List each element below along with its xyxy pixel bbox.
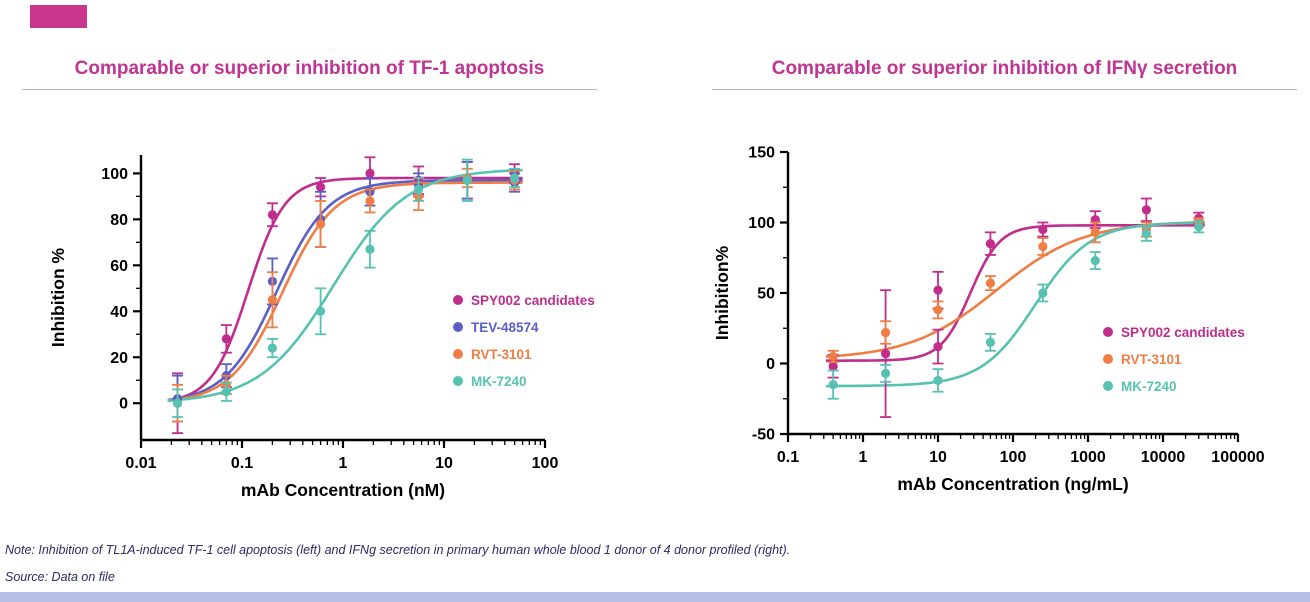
legend: SPY002 candidates RVT-3101 MK-7240 [1103, 325, 1245, 394]
legend-label: SPY002 candidates [471, 293, 595, 308]
chart-text: 80 [110, 212, 128, 229]
data-point [172, 398, 183, 408]
legend-label: SPY002 candidates [1121, 325, 1245, 340]
data-point [1141, 229, 1151, 239]
data-point [365, 168, 375, 178]
legend: SPY002 candidates TEV-48574 RVT-3101 MK-724… [453, 293, 595, 389]
data-point [828, 351, 838, 362]
ifng-secretion-chart: 0.1 1 10 100 1000 10000 100000 -50 0 50 100 150 mAb … [712, 145, 1265, 495]
legend-marker [1103, 381, 1113, 391]
chart-text: 100 [748, 215, 775, 232]
data-point [1038, 241, 1048, 252]
data-point [315, 219, 326, 229]
data-point [880, 327, 891, 338]
data-point [462, 175, 472, 185]
data-point [1090, 255, 1100, 266]
axes: 0.01 0.1 1 10 100 0 20 40 60 80 100 mAb Concentrati… [48, 155, 558, 500]
footer-bar [0, 592, 1310, 602]
tf1-apoptosis-chart: 0.01 0.1 1 10 100 0 20 40 60 80 100 mAb Concentrati… [48, 155, 595, 500]
data-point [933, 375, 943, 386]
data-point [315, 306, 326, 316]
data-point [985, 337, 996, 347]
fit-curve [825, 224, 1205, 362]
chart-text: 1 [339, 455, 348, 472]
chart-text: 10 [929, 449, 947, 466]
chart-text: 60 [110, 258, 128, 275]
data-point [221, 334, 231, 344]
chart-text: 0 [766, 356, 775, 373]
data-point [985, 239, 996, 249]
fit-curve [167, 179, 523, 402]
chart-text: 50 [757, 286, 775, 303]
data-point [880, 349, 891, 359]
fit-curve [167, 181, 523, 402]
data-point [221, 387, 231, 397]
chart-text: 0.1 [777, 449, 799, 466]
source-note: Source: Data on file [5, 570, 115, 584]
legend-label: RVT-3101 [1121, 352, 1182, 367]
data-point [880, 368, 891, 378]
right-chart-title: Comparable or superior inhibition of IFN… [712, 58, 1297, 90]
chart-text: 0.01 [125, 455, 156, 472]
x-axis-title: mAb Concentration (nM) [241, 480, 445, 500]
footnote: Note: Inhibition of TL1A-induced TF-1 ce… [5, 543, 791, 557]
legend-marker [453, 349, 463, 359]
legend-marker [453, 295, 463, 305]
series-points [172, 167, 521, 423]
legend-marker [453, 322, 463, 332]
data-point [933, 285, 943, 295]
x-axis-title: mAb Concentration (ng/mL) [897, 474, 1128, 494]
chart-text: 10000 [1141, 449, 1186, 466]
chart-text: 20 [110, 350, 128, 367]
data-point [365, 244, 375, 254]
chart-text: 40 [110, 304, 128, 321]
chart-text: 150 [748, 145, 775, 162]
chart-text: 1000 [1070, 449, 1106, 466]
data-point [1090, 227, 1100, 237]
fit-curve [825, 221, 1205, 388]
data-point [1038, 224, 1048, 235]
chart-text: 0.1 [231, 455, 253, 472]
chart-text: 1 [859, 449, 868, 466]
data-point [315, 182, 326, 192]
data-point [933, 305, 943, 315]
data-point [267, 295, 278, 305]
legend-marker [1103, 327, 1113, 337]
chart-text: 100 [101, 166, 128, 183]
slide-accent-bar [30, 5, 87, 28]
data-point [1038, 288, 1048, 298]
data-point [828, 380, 838, 390]
chart-text: 10 [435, 455, 453, 472]
chart-text: 100 [1000, 449, 1027, 466]
data-point [828, 361, 838, 371]
data-point [267, 210, 278, 220]
series-points [172, 158, 521, 418]
data-point [365, 196, 375, 206]
chart-text: 100 [532, 455, 559, 472]
data-point [1194, 222, 1204, 232]
data-point [1141, 205, 1151, 215]
data-point [933, 341, 943, 352]
legend-label: MK-7240 [471, 374, 527, 389]
fit-curve [167, 168, 523, 402]
data-point [509, 173, 520, 183]
axes: 0.1 1 10 100 1000 10000 100000 -50 0 50 100 150 mAb … [712, 145, 1265, 495]
fit-curve [167, 176, 523, 402]
chart-text: 100000 [1211, 449, 1264, 466]
data-point [985, 278, 996, 288]
series-points [827, 220, 1205, 400]
legend-label: RVT-3101 [471, 347, 532, 362]
data-point [413, 184, 424, 195]
legend-marker [453, 376, 463, 386]
left-chart-title: Comparable or superior inhibition of TF-… [22, 58, 597, 90]
data-point [267, 343, 278, 353]
chart-text: -50 [752, 427, 775, 444]
legend-marker [1103, 354, 1113, 364]
y-axis-title: Inhibition% [712, 245, 732, 340]
y-axis-title: Inhibition % [48, 247, 68, 347]
chart-text: 0 [119, 396, 128, 413]
legend-label: MK-7240 [1121, 379, 1177, 394]
legend-label: TEV-48574 [471, 320, 539, 335]
